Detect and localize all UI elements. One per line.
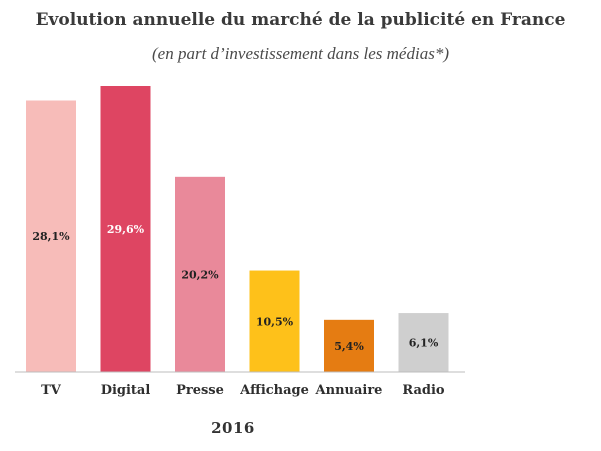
bar-digital bbox=[100, 86, 151, 372]
bar-value-label: 6,1% bbox=[409, 337, 439, 350]
bar-value-label: 28,1% bbox=[32, 230, 70, 243]
bar-presse bbox=[175, 176, 225, 372]
chart-subtitle: (en part d’investissement dans les média… bbox=[152, 44, 449, 63]
category-label: Affichage bbox=[239, 383, 309, 398]
bar-annuaire bbox=[324, 319, 374, 372]
category-label: Annuaire bbox=[315, 383, 383, 398]
bar-radio bbox=[398, 313, 449, 372]
labels-group: 28,1% TV 29,6% Digital 20,2% Presse 10,5% Affic… bbox=[32, 223, 445, 398]
category-label: TV bbox=[41, 383, 62, 398]
category-label: Presse bbox=[176, 383, 224, 398]
bar-value-label: 5,4% bbox=[334, 340, 364, 353]
bars-group bbox=[26, 86, 449, 373]
category-label: Digital bbox=[101, 383, 151, 398]
bar-value-label: 29,6% bbox=[107, 223, 145, 236]
bar-tv bbox=[26, 100, 76, 373]
x-axis-title: 2016 bbox=[211, 419, 255, 437]
chart-title: Evolution annuelle du marché de la publi… bbox=[35, 10, 566, 30]
bar-value-label: 10,5% bbox=[256, 315, 294, 328]
bar-value-label: 20,2% bbox=[181, 268, 219, 281]
bar-affichage bbox=[249, 270, 300, 372]
category-label: Radio bbox=[402, 383, 445, 398]
